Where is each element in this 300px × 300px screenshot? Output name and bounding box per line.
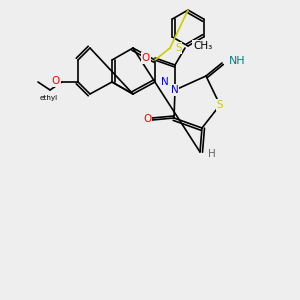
Text: H: H bbox=[208, 149, 216, 159]
Text: O: O bbox=[143, 114, 151, 124]
Text: S: S bbox=[217, 100, 223, 110]
Text: O: O bbox=[52, 76, 60, 86]
Text: CH₃: CH₃ bbox=[193, 41, 212, 51]
Text: NH: NH bbox=[229, 56, 246, 66]
Text: S: S bbox=[175, 43, 181, 53]
Text: N: N bbox=[161, 77, 169, 87]
Text: ethyl: ethyl bbox=[40, 95, 58, 101]
Text: N: N bbox=[171, 85, 179, 95]
Text: O: O bbox=[142, 53, 150, 63]
